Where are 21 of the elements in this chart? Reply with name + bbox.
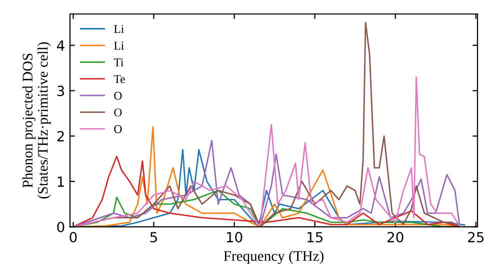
x-tick-label: 20	[388, 232, 404, 242]
x-tick-label: 0	[70, 232, 77, 242]
line-series	[72, 76, 460, 227]
y-tick-label: 3	[57, 86, 64, 96]
y-tick-label: 2	[57, 131, 64, 142]
y-tick-label: 0	[57, 222, 64, 232]
y-tick-label: 4	[56, 40, 64, 51]
x-tick-label: 10	[226, 232, 242, 242]
y-axis-title: Phonon projected DOS (States/THz·primitive cell)	[22, 42, 51, 199]
legend-label: O	[114, 92, 122, 100]
legend-label: Ti	[114, 58, 124, 66]
legend-label: Te	[114, 75, 125, 84]
legend-label: Li	[114, 42, 124, 50]
y-tick-label: 1	[58, 176, 64, 187]
x-tick-label: 15	[308, 232, 322, 242]
legend-label: Li	[114, 25, 124, 33]
x-tick-label: 5	[150, 232, 157, 242]
x-axis-title: Frequency (THz)	[224, 250, 324, 264]
legend-label: O	[114, 108, 122, 116]
x-tick-label: 25	[468, 232, 484, 242]
legend-label: O	[114, 125, 122, 134]
